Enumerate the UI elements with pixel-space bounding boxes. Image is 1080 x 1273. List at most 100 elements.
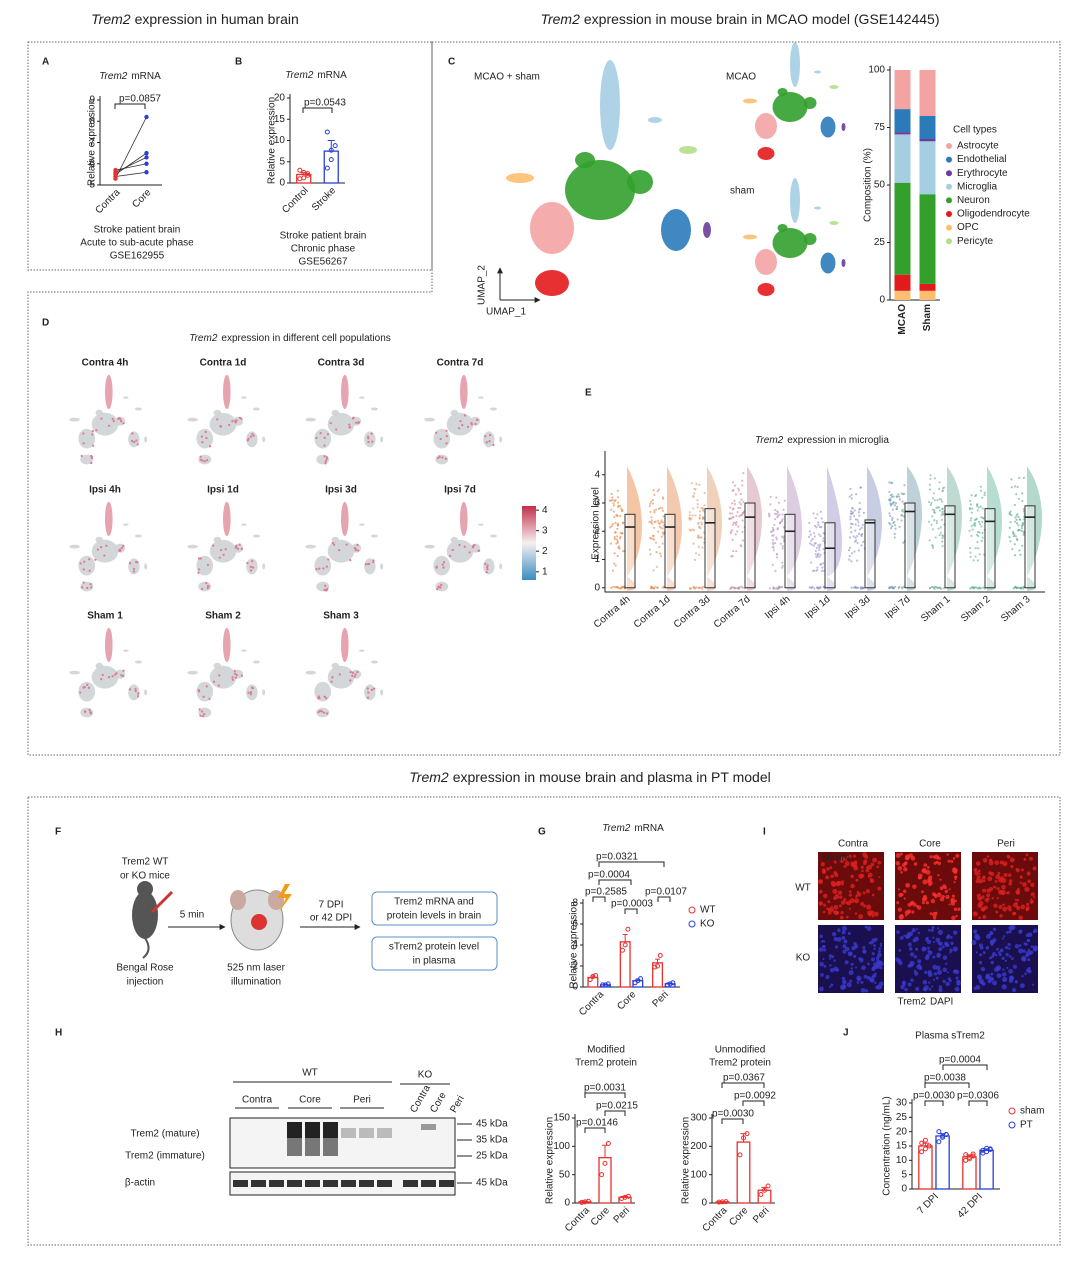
cell-point: [1014, 535, 1017, 538]
cell: [204, 430, 207, 434]
cell: [1009, 879, 1013, 883]
cell-point: [738, 587, 741, 590]
gene-name: Trem2: [189, 333, 218, 344]
cell: [956, 979, 961, 984]
cell-point: [857, 511, 861, 514]
cell-point: [701, 523, 704, 526]
cell-point: [980, 516, 983, 519]
cell: [864, 989, 869, 993]
cell-point: [1020, 524, 1023, 528]
cell-point: [849, 526, 853, 529]
cell-point: [811, 537, 814, 541]
bar: [736, 1141, 751, 1204]
cell-point: [616, 535, 619, 538]
band: [233, 1180, 248, 1187]
cell-point: [979, 505, 982, 508]
data-point: [963, 1152, 969, 1158]
cell: [91, 430, 94, 433]
cell: [1021, 955, 1027, 961]
data-point: [305, 172, 311, 178]
legend-marker: [946, 156, 952, 163]
cell: [936, 892, 942, 898]
cluster: [679, 146, 697, 154]
cell: [829, 968, 835, 973]
y-tick-label: 5: [89, 180, 95, 191]
cell: [1016, 898, 1020, 902]
cell-point: [929, 503, 932, 507]
cell: [820, 973, 824, 977]
cell: [1027, 948, 1030, 952]
cell: [936, 954, 941, 958]
cell-point: [901, 500, 904, 503]
blot: [229, 1117, 456, 1169]
cell-point: [650, 519, 653, 522]
cell: [907, 942, 912, 947]
sample-label: Contra 7d: [437, 358, 484, 369]
cell-point: [650, 585, 654, 589]
cell-point: [975, 517, 978, 520]
cell: [871, 975, 875, 979]
cell-point: [896, 518, 899, 521]
readout-box: [371, 891, 498, 926]
cell-point: [857, 521, 860, 524]
cell-point: [608, 526, 612, 529]
cell: [435, 566, 438, 569]
cell-point: [857, 524, 860, 527]
cell-point: [817, 521, 820, 524]
cell: [828, 954, 833, 958]
cell-point: [932, 492, 936, 495]
y-tick-label: 25: [874, 237, 886, 248]
cell: [218, 674, 221, 677]
cluster: [123, 523, 129, 526]
cluster: [424, 544, 435, 549]
y-tick-label: 150: [553, 1113, 570, 1124]
blot-label: WT: [302, 1068, 318, 1079]
cell-point: [1016, 485, 1019, 489]
cell: [89, 583, 92, 586]
cell: [353, 675, 356, 678]
cluster: [661, 209, 691, 251]
p-value: p=0.0107: [645, 887, 687, 898]
cell: [486, 564, 489, 567]
band: [287, 1180, 302, 1187]
cell: [1002, 861, 1008, 867]
cell-point: [860, 526, 863, 529]
data-point: [328, 147, 334, 153]
cell: [850, 861, 854, 865]
cell-point: [936, 499, 939, 502]
cell-point: [781, 561, 784, 564]
cell: [999, 948, 1004, 953]
cell: [880, 944, 883, 948]
cell-point: [935, 519, 938, 523]
cell-point: [662, 524, 665, 527]
cell-point: [739, 506, 742, 510]
cell: [951, 915, 956, 921]
cell-point: [862, 511, 865, 515]
cluster: [196, 681, 214, 702]
cluster: [371, 660, 378, 664]
sample-label: Contra 3d: [318, 358, 365, 369]
cell: [488, 440, 491, 443]
cell: [975, 861, 981, 866]
cell: [468, 551, 471, 554]
data-point: [332, 143, 338, 149]
cell: [366, 696, 370, 699]
cell-point: [968, 508, 972, 511]
cell-point: [898, 495, 901, 498]
band: [323, 1138, 338, 1156]
cell-point: [653, 509, 656, 512]
legend-title: Cell types: [953, 125, 997, 136]
cell: [838, 904, 842, 908]
cell-point: [650, 500, 653, 503]
cell-point: [850, 509, 853, 513]
cell-point: [898, 498, 901, 501]
cell-point: [1019, 553, 1022, 556]
cell-point: [731, 529, 734, 532]
cell: [903, 934, 906, 938]
bracket: [604, 1110, 626, 1116]
cell-point: [929, 477, 932, 480]
legend-label: WT: [700, 905, 716, 916]
cell: [908, 947, 913, 951]
cell: [863, 861, 867, 866]
header-text: expression in human brain: [135, 11, 299, 27]
